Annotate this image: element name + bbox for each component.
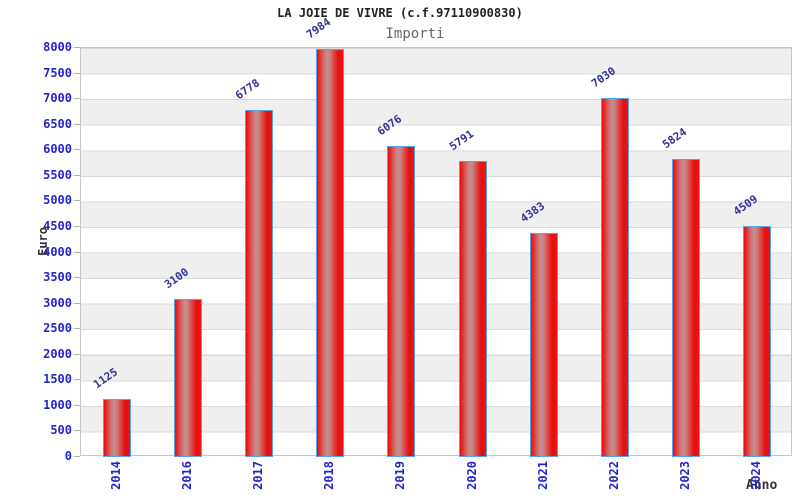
y-tick-label: 6500 xyxy=(43,116,72,131)
plot-area xyxy=(80,47,792,457)
y-tick-mark xyxy=(74,98,80,100)
y-tick-label: 0 xyxy=(64,449,72,463)
x-axis-title: Anno xyxy=(746,478,778,493)
y-tick-label: 8000 xyxy=(43,40,72,54)
y-tick-mark xyxy=(74,277,80,279)
chart-title: LA JOIE DE VIVRE (c.f.97110900830) xyxy=(277,6,523,20)
y-tick-label: 5500 xyxy=(43,167,72,182)
bar-2019 xyxy=(387,146,416,457)
y-tick-label: 500 xyxy=(50,423,72,438)
y-tick-mark xyxy=(74,174,80,176)
y-tick-mark xyxy=(74,225,80,227)
y-tick-mark xyxy=(74,149,80,151)
y-tick-label: 2500 xyxy=(43,321,72,336)
y-tick-mark xyxy=(74,328,80,330)
y-tick-label: 3000 xyxy=(43,295,72,310)
x-tick-label-2018: 2018 xyxy=(322,461,337,490)
x-tick-label-2024: 2024 xyxy=(749,461,764,490)
y-tick-mark xyxy=(74,353,80,355)
bar-2023 xyxy=(672,159,701,457)
x-tick-label-2019: 2019 xyxy=(393,461,408,490)
bar-2016 xyxy=(173,298,202,457)
y-tick-mark xyxy=(74,302,80,304)
bar-2024 xyxy=(743,226,772,457)
y-tick-mark xyxy=(74,456,80,457)
chart-subtitle: Importi xyxy=(385,26,445,42)
y-tick-mark xyxy=(74,430,80,432)
x-tick-label-2022: 2022 xyxy=(607,461,621,490)
x-tick-label-2021: 2021 xyxy=(535,461,550,490)
y-tick-mark xyxy=(74,123,80,125)
bar-2017 xyxy=(245,110,273,457)
x-tick-label-2017: 2017 xyxy=(251,461,265,490)
x-tick-label-2016: 2016 xyxy=(179,461,194,490)
y-tick-label: 6000 xyxy=(43,142,72,157)
y-tick-label: 7500 xyxy=(43,65,72,80)
x-tick-label-2014: 2014 xyxy=(108,461,123,490)
y-tick-label: 1500 xyxy=(43,372,72,387)
bar-2021 xyxy=(529,232,558,457)
y-tick-label: 4500 xyxy=(43,218,72,233)
bar-2014 xyxy=(102,399,131,457)
x-tick-label-2023: 2023 xyxy=(678,461,693,490)
y-tick-label: 3500 xyxy=(43,270,72,285)
y-tick-label: 7000 xyxy=(43,91,72,106)
bar-2018 xyxy=(316,48,345,457)
y-tick-label: 2000 xyxy=(43,346,72,361)
y-tick-mark xyxy=(74,379,80,381)
y-tick-mark xyxy=(74,200,80,202)
y-tick-mark xyxy=(74,404,80,406)
bar-2022 xyxy=(601,97,629,457)
x-tick-label-2020: 2020 xyxy=(464,461,479,490)
y-tick-label: 4000 xyxy=(43,244,72,259)
bar-2020 xyxy=(458,160,487,457)
y-tick-label: 1000 xyxy=(43,397,72,412)
y-tick-mark xyxy=(74,72,80,74)
y-tick-label: 5000 xyxy=(43,193,72,208)
y-tick-mark xyxy=(74,47,80,48)
y-tick-mark xyxy=(74,251,80,253)
